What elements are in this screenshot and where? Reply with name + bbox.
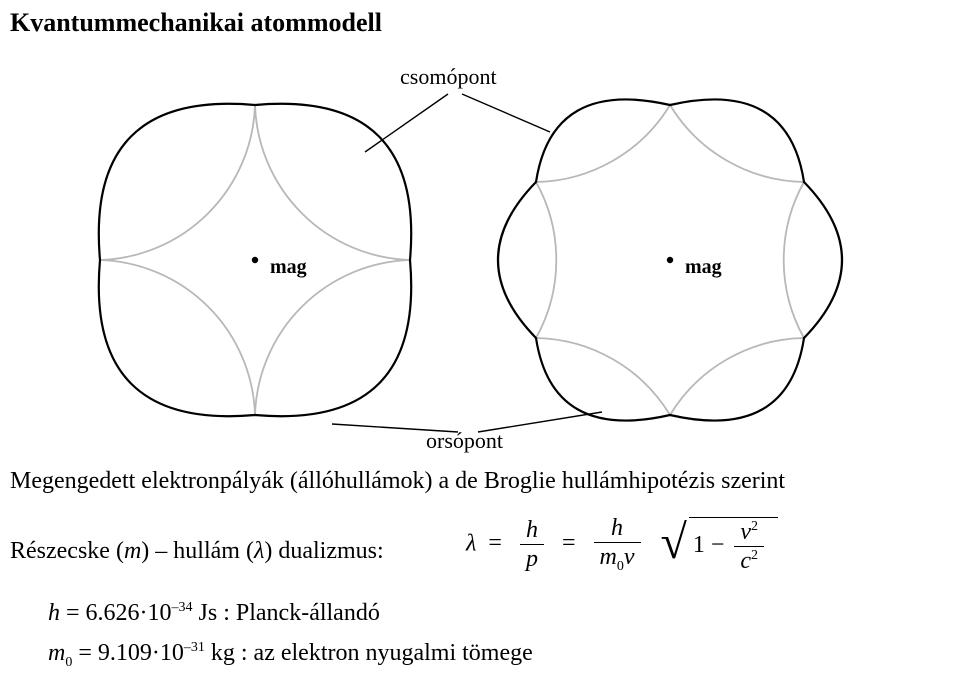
label-mag-right: mag [685, 256, 722, 279]
eq-eq2: = [562, 530, 576, 556]
eq-lambda: λ [466, 530, 476, 556]
sqrt-content: 1 − v2 c2 [689, 517, 778, 573]
frac3-den-c: c [740, 548, 751, 574]
label-mag-left: mag [270, 256, 307, 279]
pointer-line-orsopont-right [478, 412, 602, 432]
mass-exp: –31 [184, 640, 205, 655]
page: Kvantummechanikai atommodell csomópont o… [0, 0, 959, 684]
prefix-p2: ) – hullám ( [141, 538, 254, 564]
pointer-line-csomopont-right [462, 94, 550, 132]
frac3-den-2: 2 [751, 548, 758, 563]
frac3-num-2: 2 [751, 519, 758, 534]
electron-mass-line: m0 = 9.109·10–31 kg : az elektron nyugal… [48, 640, 533, 671]
diagram-area: csomópont orsópont mag mag [30, 60, 930, 460]
frac-v2-c2: v2 c2 [734, 520, 764, 573]
one-minus: 1 − [693, 532, 725, 558]
prefix-p3: ) dualizmus: [264, 538, 383, 564]
prefix-m: m [124, 538, 141, 564]
frac2-den-v: v [624, 544, 635, 570]
planck-eq: = 6.626·10 [60, 600, 172, 626]
planck-constant-line: h = 6.626·10–34 Js : Planck-állandó [48, 600, 380, 627]
frac-h-p: h p [520, 518, 544, 571]
planck-h: h [48, 600, 60, 626]
nucleus-right [667, 257, 673, 263]
pointer-line-csomopont-left [365, 94, 448, 152]
mass-m: m [48, 640, 65, 666]
sqrt: √ 1 − v2 c2 [661, 517, 779, 573]
equation: λ = h p = h m0v √ 1 − v2 c2 [466, 516, 778, 574]
planck-exp: –34 [172, 600, 193, 615]
sqrt-symbol: √ [661, 524, 687, 562]
pointer-line-orsopont-left [332, 424, 458, 432]
frac3-num-v: v [740, 519, 751, 545]
planck-unit: Js : Planck-állandó [193, 600, 380, 626]
mass-unit: kg : az elektron nyugalmi tömege [205, 640, 533, 666]
frac1-num: h [526, 517, 538, 543]
mass-eq: = 9.109·10 [72, 640, 184, 666]
standing-wave-diagram [30, 60, 930, 460]
frac-h-m0v: h m0v [594, 516, 641, 574]
page-title: Kvantummechanikai atommodell [10, 8, 382, 38]
frac2-den-m: m [600, 544, 617, 570]
prefix-p1: Részecske ( [10, 538, 124, 564]
formula-row: Részecske (m) – hullám (λ) dualizmus: λ … [10, 516, 950, 596]
frac2-num: h [611, 515, 623, 541]
prefix-lambda: λ [254, 538, 264, 564]
subtitle: Megengedett elektronpályák (állóhullámok… [10, 468, 785, 495]
nucleus-left [252, 257, 258, 263]
frac2-den-0: 0 [617, 559, 624, 574]
frac1-den: p [526, 546, 538, 572]
eq-eq1: = [488, 530, 502, 556]
formula-prefix: Részecske (m) – hullám (λ) dualizmus: [10, 538, 384, 565]
